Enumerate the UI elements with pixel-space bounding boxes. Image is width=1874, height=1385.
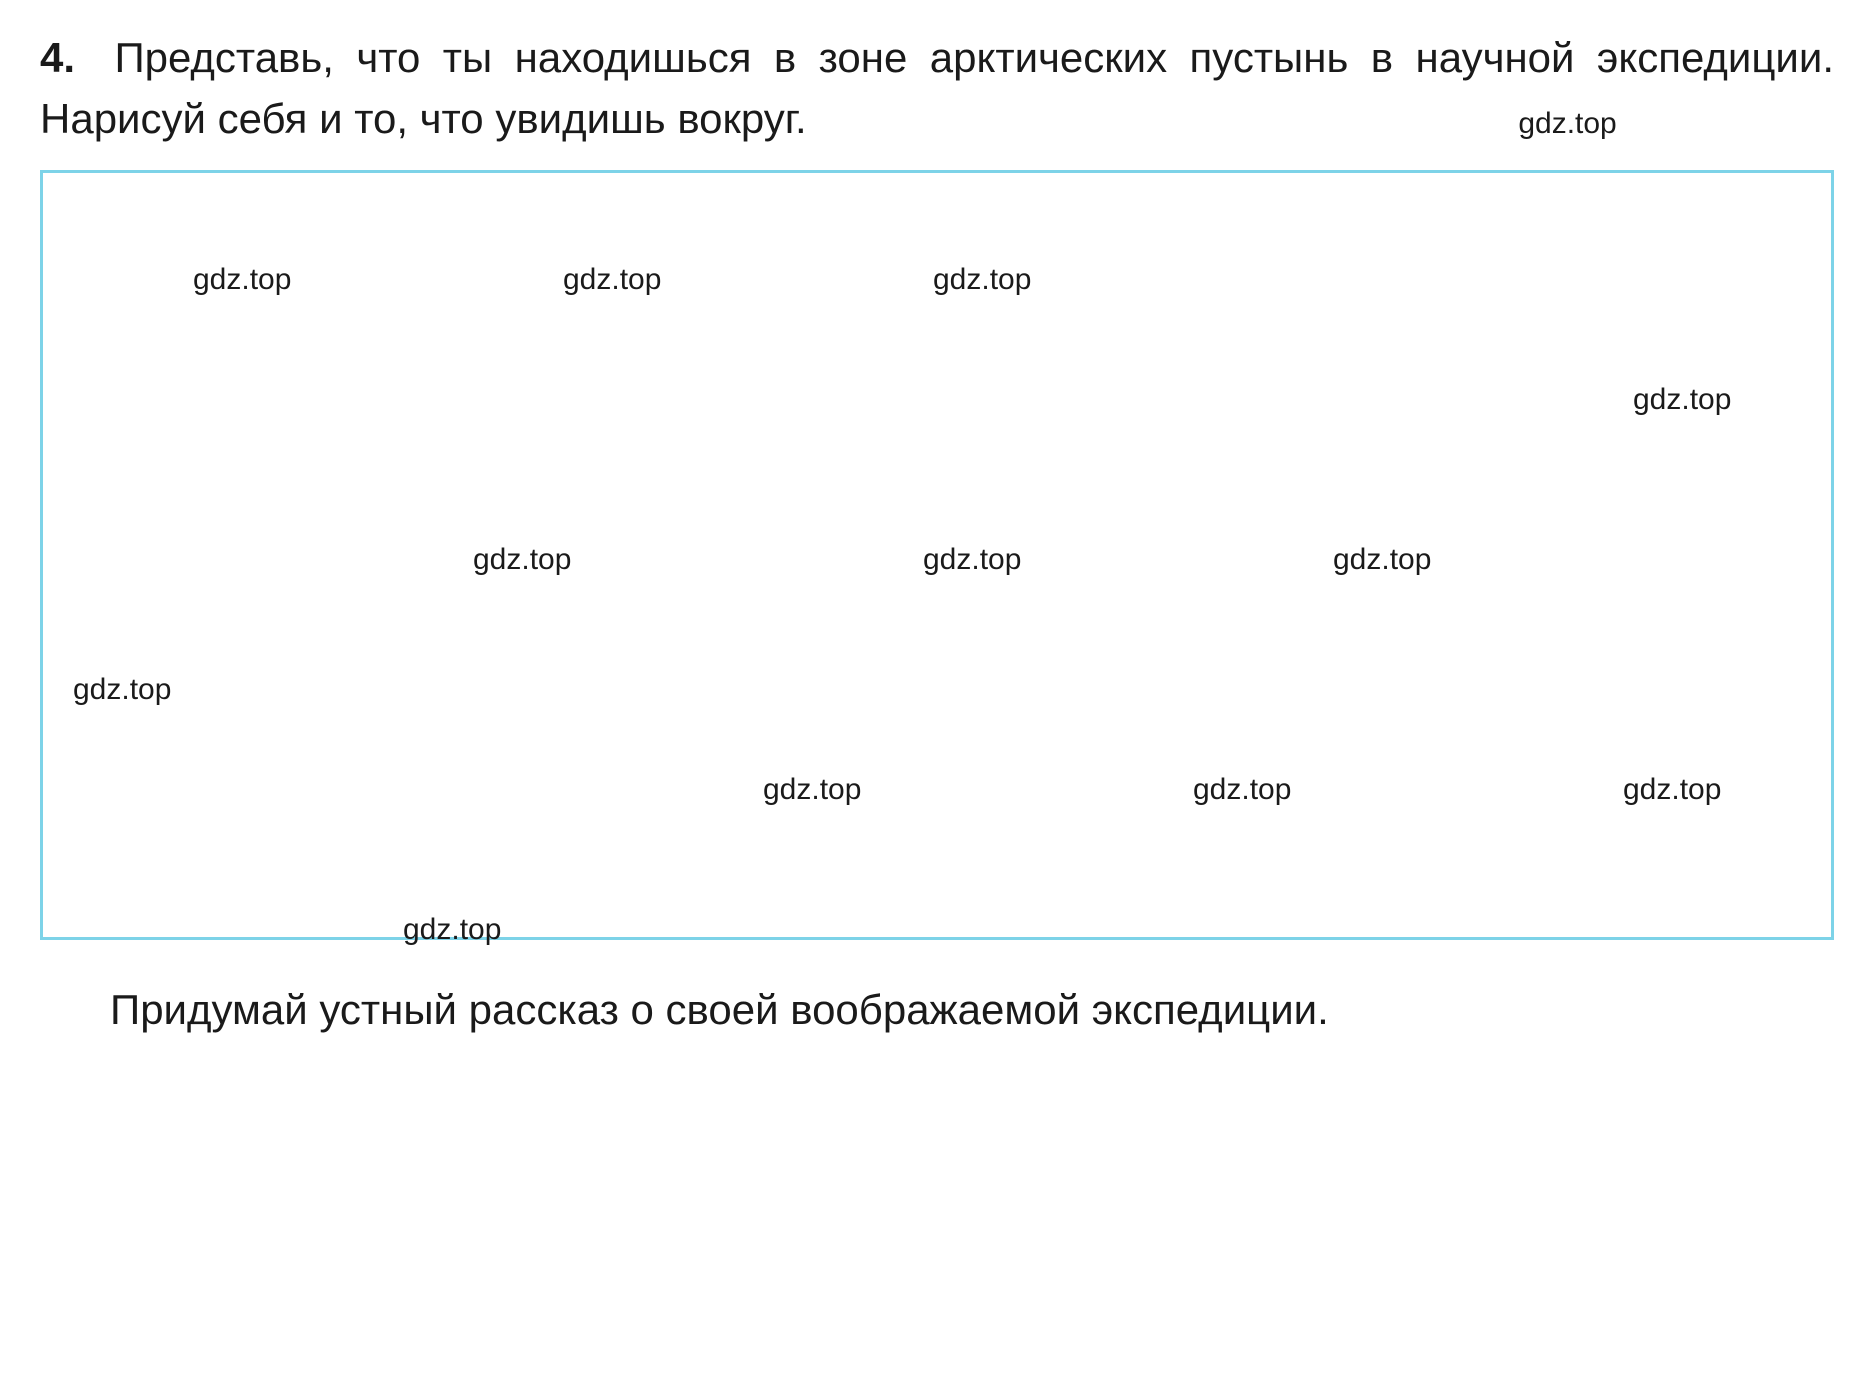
watermark-text: gdz.top xyxy=(473,543,571,577)
watermark-text: gdz.top xyxy=(933,263,1031,297)
watermark-text: gdz.top xyxy=(1333,543,1431,577)
task-prompt: 4. Представь, что ты находишься в зоне а… xyxy=(40,28,1834,150)
bottom-instruction: Придумай устный рассказ о своей вообража… xyxy=(40,980,1834,1041)
watermark-inline: gdz.top xyxy=(1518,107,1616,140)
watermark-text: gdz.top xyxy=(763,773,861,807)
task-number: 4. xyxy=(40,36,86,82)
watermark-text: gdz.top xyxy=(1193,773,1291,807)
watermark-text: gdz.top xyxy=(1623,773,1721,807)
watermark-text: gdz.top xyxy=(73,673,171,707)
watermark-text: gdz.top xyxy=(193,263,291,297)
watermark-text: gdz.top xyxy=(1633,383,1731,417)
watermark-text: gdz.top xyxy=(403,913,501,947)
watermark-text: gdz.top xyxy=(563,263,661,297)
bottom-instruction-text: Придумай устный рассказ о своей вообража… xyxy=(110,986,1329,1033)
watermark-text: gdz.top xyxy=(923,543,1021,577)
drawing-area: gdz.top gdz.top gdz.top gdz.top gdz.top gdz.t… xyxy=(40,170,1834,940)
